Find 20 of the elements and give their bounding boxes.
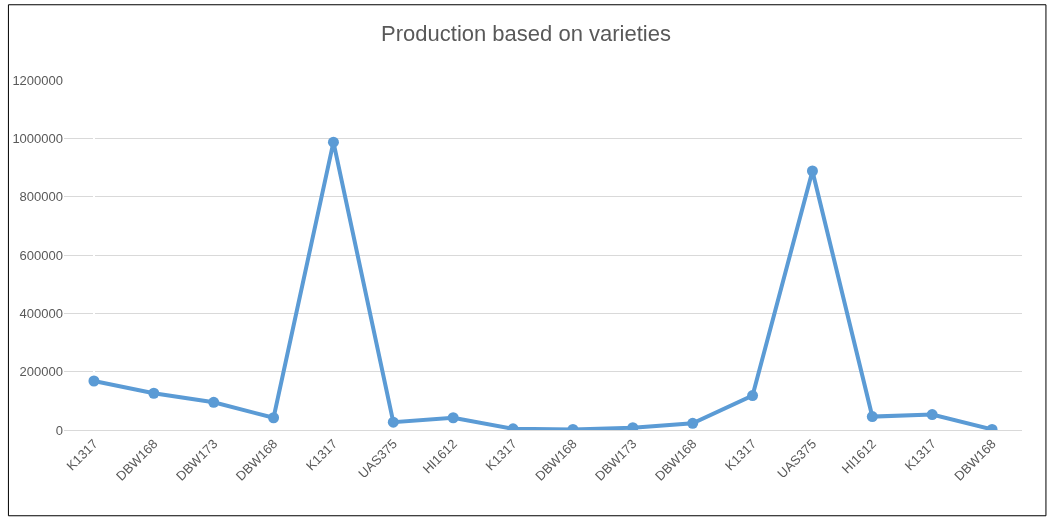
chart-title: Production based on varieties <box>381 21 671 47</box>
y-tick-label: 600000 <box>19 247 63 263</box>
point <box>268 412 280 424</box>
point <box>208 396 220 408</box>
y-tick-label: 1000000 <box>12 130 63 146</box>
y-tick-label: 400000 <box>19 305 63 321</box>
point <box>747 390 759 402</box>
y-tick-label: 0 <box>55 422 63 438</box>
point <box>447 412 459 424</box>
point <box>327 136 339 148</box>
y-tick-label: 200000 <box>19 364 63 380</box>
point <box>148 387 160 399</box>
y-tick-label: 1200000 <box>12 72 63 88</box>
point <box>88 375 100 387</box>
point <box>687 417 699 429</box>
point <box>387 416 399 428</box>
y-tick-label: 800000 <box>19 189 63 205</box>
point <box>866 411 878 423</box>
point <box>926 409 938 421</box>
point <box>806 165 818 177</box>
